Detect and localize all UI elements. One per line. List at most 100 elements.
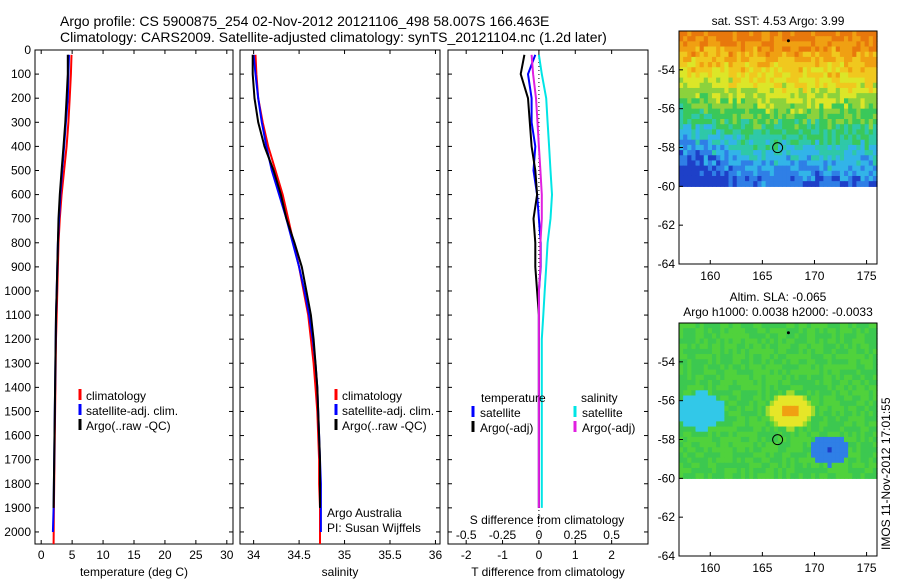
map-cell [802, 400, 808, 407]
map-cell [835, 108, 841, 115]
map-cell [732, 395, 738, 402]
map-cell [683, 46, 688, 53]
map-cell [703, 82, 709, 89]
map-cell [736, 155, 742, 162]
map-cell [707, 62, 713, 68]
map-cell [761, 364, 767, 371]
map-cell [703, 93, 709, 99]
map-cell [790, 348, 796, 355]
map-cell [819, 72, 824, 79]
map-cell [839, 354, 845, 360]
map-cell [740, 181, 746, 187]
map-cell [716, 431, 721, 438]
map-cell [811, 93, 816, 99]
map-cell [823, 139, 829, 146]
map-cell [728, 175, 734, 182]
map-cell [691, 72, 697, 79]
map-cell [798, 467, 804, 474]
map-cell [740, 400, 746, 407]
map-cell [728, 338, 734, 345]
map-cell [806, 144, 812, 151]
map-cell [839, 338, 845, 345]
map-cell [740, 98, 746, 105]
map-cell [778, 41, 783, 48]
map-cell [848, 364, 853, 371]
map-cell [868, 416, 874, 422]
map-cell [720, 452, 725, 459]
map-cell [773, 374, 779, 381]
map-cell [749, 72, 754, 79]
map-cell [848, 457, 853, 464]
map-cell [703, 431, 709, 438]
map-cell [864, 457, 870, 464]
map-cell [740, 51, 746, 58]
map-cell [864, 129, 870, 136]
map-cell [823, 348, 829, 355]
map-cell [736, 374, 742, 381]
map-cell [757, 452, 763, 459]
map-cell [765, 155, 771, 162]
figure-title-line1: Argo profile: CS 5900875_254 02-Nov-2012… [60, 13, 549, 29]
map-cell [806, 333, 812, 340]
map-cell [687, 447, 692, 454]
map-cell [806, 328, 812, 334]
map-cell [864, 134, 870, 141]
map-cell [848, 165, 853, 172]
map-cell [782, 457, 787, 464]
map-cell [691, 436, 697, 443]
map-cell [872, 473, 878, 479]
map-cell [806, 411, 812, 417]
map-cell [773, 31, 779, 37]
map-cell [716, 421, 721, 428]
map-cell [761, 442, 767, 448]
map-cell [860, 333, 866, 340]
map-cell [852, 41, 857, 48]
map-cell [844, 467, 849, 474]
map-cell [848, 374, 853, 381]
map-cell [732, 170, 738, 177]
map-cell [687, 452, 692, 459]
map-cell [790, 323, 796, 329]
map-cell [848, 134, 853, 141]
map-cell [687, 426, 692, 433]
map-cell [736, 431, 742, 438]
legend-label: Argo(..raw -QC) [342, 419, 427, 433]
map-cell [852, 93, 857, 99]
map-cell [736, 411, 742, 417]
map-cell [835, 431, 841, 438]
map-cell [716, 62, 721, 68]
map-cell [864, 119, 870, 125]
map-cell [868, 395, 874, 402]
map-cell [786, 175, 791, 182]
legend-label: satellite [582, 406, 623, 420]
map-cell [740, 379, 746, 386]
map-cell [769, 400, 775, 407]
map-cell [844, 82, 849, 89]
map-cell [757, 400, 763, 407]
map-cell [868, 442, 874, 448]
map-cell [753, 374, 758, 381]
map-cell [860, 421, 866, 428]
map-cell [699, 113, 705, 120]
map-cell [848, 436, 853, 443]
map-cell [827, 457, 833, 464]
map-cell [790, 385, 796, 391]
top-tick-label: 0.25 [564, 528, 588, 542]
map-cell [765, 426, 771, 433]
map-cell [753, 369, 758, 376]
map-cell [778, 462, 783, 469]
map-cell [699, 405, 705, 412]
map-x-tick-label: 175 [857, 269, 877, 283]
map-cell [844, 67, 849, 74]
map-cell [786, 170, 791, 177]
map-cell [782, 323, 787, 329]
map-cell [716, 436, 721, 443]
map-cell [856, 343, 862, 350]
map-cell [848, 343, 853, 350]
map-cell [757, 155, 763, 162]
map-cell [699, 62, 705, 68]
map-cell [687, 467, 692, 474]
map-cell [811, 129, 816, 136]
map-cell [716, 124, 721, 130]
map-cell [802, 51, 808, 58]
